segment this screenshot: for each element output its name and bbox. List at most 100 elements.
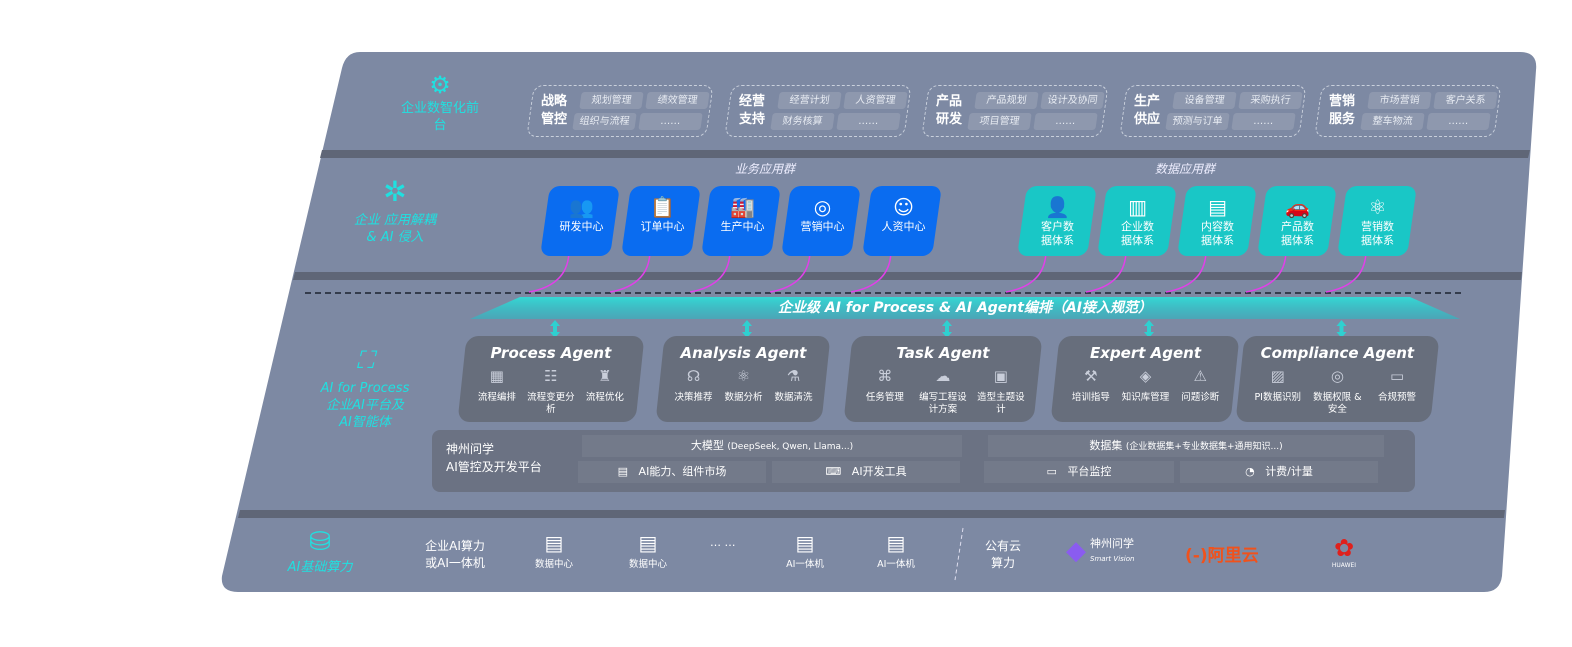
business-app-tile[interactable]: ◎ 营销中心 bbox=[781, 186, 861, 256]
tile-label: 客户数据体系 bbox=[1041, 220, 1075, 247]
data-app-tile[interactable]: 👤 客户数据体系 bbox=[1017, 186, 1097, 256]
capability-icon: ☊ bbox=[686, 367, 701, 385]
brain-icon: ⚙ bbox=[429, 71, 451, 99]
connector-arrow bbox=[1325, 249, 1367, 293]
front-item[interactable]: 设备管理 bbox=[1172, 92, 1237, 109]
data-app-tile[interactable]: ▤ 内容数据体系 bbox=[1177, 186, 1257, 256]
ai-layer-label: AI for Process bbox=[320, 381, 410, 396]
data-app-tile[interactable]: ▥ 企业数据体系 bbox=[1097, 186, 1177, 256]
capability-icon: ⚠ bbox=[1193, 367, 1207, 385]
front-item[interactable]: …… bbox=[1426, 113, 1491, 130]
capability-label: 任务管理 bbox=[865, 392, 904, 403]
front-item[interactable]: 产品规划 bbox=[974, 92, 1039, 109]
agent-capability: ☊ 决策推荐 bbox=[669, 367, 719, 404]
business-app-tile[interactable]: 🏭 生产中心 bbox=[701, 186, 781, 256]
layer-divider bbox=[238, 510, 1505, 518]
front-item[interactable]: 项目管理 bbox=[967, 113, 1032, 130]
front-item[interactable]: 市场营销 bbox=[1367, 92, 1432, 109]
server-icon: ▤ bbox=[638, 531, 658, 555]
users-icon: 👥 bbox=[569, 195, 594, 219]
front-group: 营销服务 市场营销 客户关系 整车物流…… bbox=[1314, 85, 1502, 137]
tool-label: AI能力、组件市场 bbox=[638, 465, 727, 478]
server-label: 数据中心 bbox=[628, 559, 667, 570]
data-app-tile[interactable]: 🚗 产品数据体系 bbox=[1257, 186, 1337, 256]
front-item[interactable]: 绩效管理 bbox=[645, 92, 710, 109]
model-label: 大模型 bbox=[690, 439, 724, 452]
front-group: 经营支持 经营计划 人资管理 财务核算…… bbox=[724, 85, 912, 137]
server-icon: ▤ bbox=[544, 531, 564, 555]
tool-label: AI开发工具 bbox=[851, 465, 907, 478]
connector-arrow bbox=[850, 249, 892, 293]
model-box: 大模型 (DeepSeek, Qwen, Llama...) bbox=[582, 435, 962, 457]
front-item[interactable]: 设计及协同 bbox=[1040, 92, 1105, 109]
layer-divider bbox=[293, 272, 1522, 280]
tool-monitor[interactable]: ▭ 平台监控 bbox=[984, 461, 1174, 483]
front-item[interactable]: …… bbox=[836, 113, 901, 130]
atom-icon: ⚛ bbox=[1368, 195, 1387, 219]
smartvision-logo: ◆ 神州问学 Smart Vision bbox=[1066, 536, 1134, 566]
platform-title: AI管控及开发平台 bbox=[446, 460, 542, 474]
capability-icon: ⚒ bbox=[1084, 367, 1098, 385]
connector-arrow bbox=[609, 249, 651, 293]
business-app-tile[interactable]: 📋 订单中心 bbox=[621, 186, 701, 256]
capability-icon: ⌘ bbox=[877, 367, 893, 385]
molecule-icon: ✲ bbox=[383, 175, 407, 208]
front-item[interactable]: 规划管理 bbox=[579, 92, 644, 109]
tool-dev[interactable]: ⌨ AI开发工具 bbox=[772, 461, 960, 483]
server-label: AI一体机 bbox=[786, 559, 824, 570]
capability-label: 数据清洗 bbox=[774, 392, 813, 403]
agent-capability: ☁ 编写工程设计方案 bbox=[915, 367, 971, 416]
agent-name: Analysis Agent bbox=[680, 344, 807, 362]
agent-name: Process Agent bbox=[490, 344, 612, 362]
capability-icon: ◎ bbox=[1330, 367, 1344, 385]
vendor-name: HUAWEI bbox=[1331, 562, 1357, 569]
group-title: 战略管控 bbox=[541, 94, 568, 127]
front-item[interactable]: …… bbox=[638, 113, 703, 130]
agent-card[interactable]: Analysis Agent ☊ 决策推荐 ⚛ 数据分析 ⚗ 数据清洗 bbox=[655, 336, 831, 422]
capability-icon: ▨ bbox=[1270, 367, 1285, 385]
front-item[interactable]: 人资管理 bbox=[843, 92, 908, 109]
front-item[interactable]: 预测与订单 bbox=[1165, 113, 1230, 130]
group-title: 产品研发 bbox=[936, 94, 963, 127]
connector-arrow bbox=[1005, 249, 1047, 293]
front-item[interactable]: …… bbox=[1231, 113, 1296, 130]
tool-label: 计费/计量 bbox=[1265, 465, 1313, 478]
factory-icon: 🏭 bbox=[730, 195, 755, 219]
front-item[interactable]: 客户关系 bbox=[1433, 92, 1498, 109]
front-item[interactable]: 组织与流程 bbox=[572, 113, 637, 130]
capability-icon: ◈ bbox=[1139, 367, 1152, 385]
agent-capability: ▨ PI数据识别 bbox=[1250, 367, 1306, 416]
front-item[interactable]: 整车物流 bbox=[1360, 113, 1425, 130]
tool-billing[interactable]: ◔ 计费/计量 bbox=[1180, 461, 1378, 483]
front-item[interactable]: 采购执行 bbox=[1238, 92, 1303, 109]
diamond-icon: ◆ bbox=[1066, 536, 1086, 566]
agent-card[interactable]: Expert Agent ⚒ 培训指导 ◈ 知识库管理 ⚠ 问题诊断 bbox=[1050, 336, 1240, 422]
business-app-tile[interactable]: ☺ 人资中心 bbox=[862, 186, 942, 256]
ai-layer: ⛶ AI for Process 企业AI平台及 AI智能体 bbox=[305, 340, 425, 431]
front-item[interactable]: …… bbox=[1033, 113, 1098, 130]
server-item: ▤ 数据中心 bbox=[618, 530, 678, 570]
aliyun-icon: (-) bbox=[1185, 546, 1208, 566]
agent-card[interactable]: Task Agent ⌘ 任务管理 ☁ 编写工程设计方案 ▣ 造型主题设计 bbox=[843, 336, 1043, 422]
tile-label: 产品数据体系 bbox=[1281, 220, 1315, 247]
agent-capability: ⌘ 任务管理 bbox=[857, 367, 913, 416]
agent-card[interactable]: Compliance Agent ▨ PI数据识别 ◎ 数据权限 & 安全 ▭ 合规预警 bbox=[1235, 336, 1440, 422]
dev-tool-icon: ⌨ bbox=[825, 465, 845, 478]
tile-label: 人资中心 bbox=[881, 220, 926, 233]
business-app-tile[interactable]: 👥 研发中心 bbox=[540, 186, 620, 256]
books-icon: ▤ bbox=[1208, 195, 1228, 219]
tool-marketplace[interactable]: ▤ AI能力、组件市场 bbox=[578, 461, 766, 483]
agent-card[interactable]: Process Agent ▦ 流程编排 ☷ 流程变更分析 ♜ 流程优化 bbox=[457, 336, 645, 422]
front-item[interactable]: 经营计划 bbox=[777, 92, 842, 109]
gauge-icon: ◔ bbox=[1245, 465, 1259, 478]
agent-capability: ⚗ 数据清洗 bbox=[769, 367, 819, 404]
enterprise-compute: 企业AI算力 或AI一体机 bbox=[415, 538, 495, 572]
capability-icon: ♜ bbox=[598, 367, 612, 385]
infra-layer-label: AI基础算力 bbox=[287, 560, 353, 575]
capability-label: 问题诊断 bbox=[1181, 392, 1220, 403]
capability-label: 知识库管理 bbox=[1121, 392, 1170, 403]
tile-label: 订单中心 bbox=[640, 220, 685, 233]
front-item[interactable]: 财务核算 bbox=[770, 113, 835, 130]
front-group: 生产供应 设备管理 采购执行 预测与订单…… bbox=[1119, 85, 1307, 137]
data-app-tile[interactable]: ⚛ 营销数据体系 bbox=[1337, 186, 1417, 256]
